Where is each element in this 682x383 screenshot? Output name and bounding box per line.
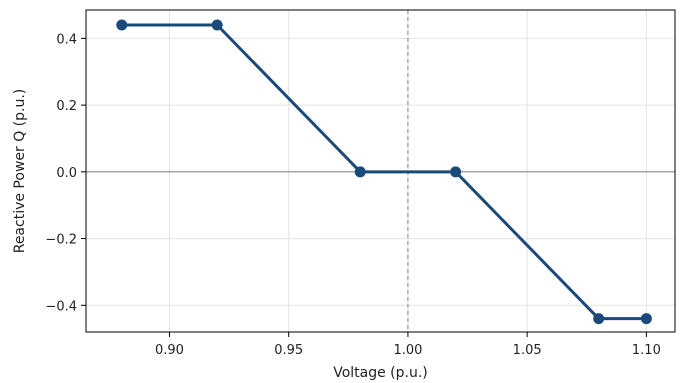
data-point <box>450 166 462 178</box>
data-point <box>354 166 366 178</box>
data-point <box>116 19 128 31</box>
grid <box>86 10 675 332</box>
plot-frame <box>85 9 676 333</box>
ticks: 0.90 0.95 1.00 1.05 1.10 −0.4 −0.2 0.0 0.2 0.4 <box>45 32 660 358</box>
series-line <box>120 23 648 321</box>
y-axis-label: Reactive Power Q (p.u.) <box>12 89 28 254</box>
data-point <box>593 313 605 325</box>
y-tick-label: −0.2 <box>45 233 77 248</box>
y-tick-label: −0.4 <box>45 299 77 314</box>
data-point <box>211 19 223 31</box>
x-tick-label: 0.90 <box>155 343 184 358</box>
x-axis-label: Voltage (p.u.) <box>333 365 428 381</box>
y-tick-label: 0.0 <box>56 166 77 181</box>
x-tick-label: 1.10 <box>632 343 661 358</box>
x-tick-label: 0.95 <box>274 343 303 358</box>
x-tick-label: 1.05 <box>513 343 542 358</box>
y-tick-label: 0.4 <box>56 32 77 47</box>
y-tick-label: 0.2 <box>56 99 77 114</box>
x-tick-label: 1.00 <box>393 343 422 358</box>
series-layer <box>116 19 652 325</box>
data-point <box>640 313 652 325</box>
